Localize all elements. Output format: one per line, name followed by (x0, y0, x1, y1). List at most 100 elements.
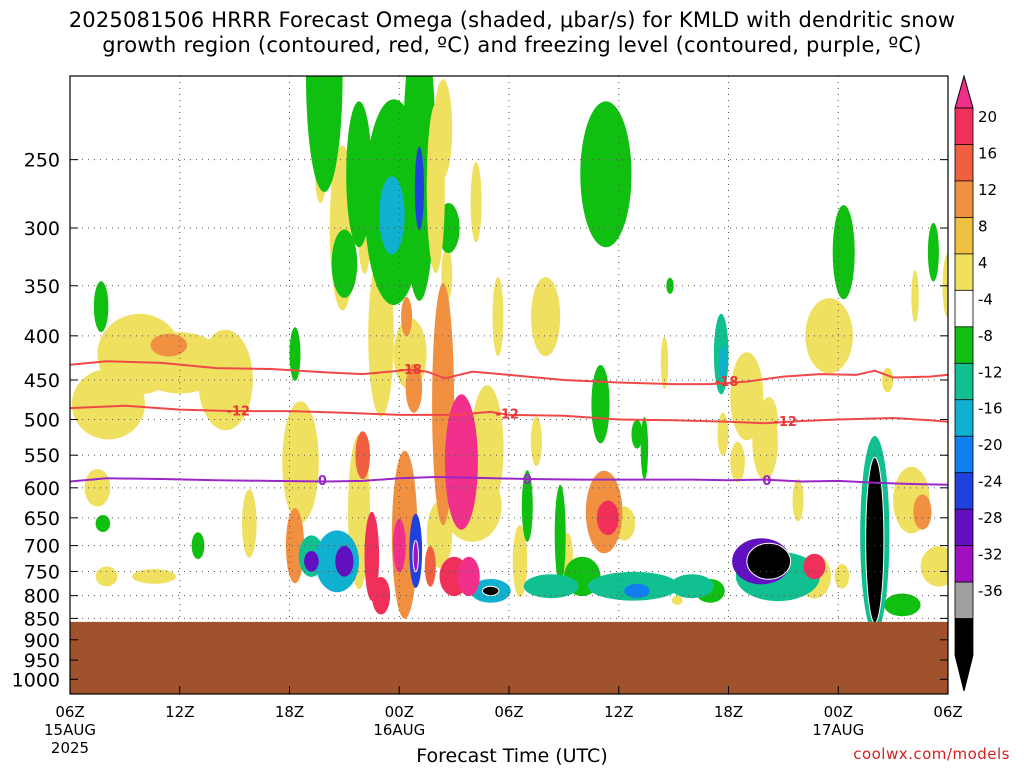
contour-line-0 (70, 475, 948, 486)
colorbar-label: -16 (978, 400, 1003, 418)
colorbar-segment (954, 107, 974, 146)
colorbar-segment (954, 545, 974, 583)
omega-cell (792, 478, 804, 522)
contour-label: 0 (318, 474, 327, 489)
omega-cell (512, 525, 528, 598)
colorbar-segment (954, 472, 974, 511)
contour-label: -12 (773, 415, 797, 430)
colorbar-label: -36 (978, 582, 1003, 600)
x-tick-label: 06Z (933, 703, 962, 721)
omega-cell (759, 397, 778, 442)
x-tick-label: 12Z (165, 703, 194, 721)
omega-cell (803, 553, 826, 580)
omega-cell (282, 401, 319, 523)
omega-cell (920, 546, 948, 587)
omega-cell (470, 161, 482, 243)
contour-layer: -18 -18 -12 -12 -12 0 0 0 (70, 360, 948, 489)
omega-cell (913, 494, 932, 530)
colorbar-segment (954, 289, 974, 328)
x-tick-label: 00Z (385, 703, 414, 721)
colorbar-label: 20 (978, 108, 997, 126)
omega-cell (444, 394, 478, 530)
colorbar-segment (954, 362, 974, 401)
y-axis-ticks: 2503003504004505005506006507007508008509… (12, 150, 948, 691)
x-tick-year-label: 2025 (51, 739, 89, 757)
omega-cell (424, 546, 436, 587)
omega-cell (132, 569, 177, 584)
colorbar-bottom-arrow (954, 654, 974, 692)
y-tick-label: 1000 (12, 669, 60, 691)
omega-cell (719, 345, 727, 381)
omega-cell (624, 583, 650, 599)
omega-cell (412, 540, 419, 573)
omega-cell (884, 593, 921, 617)
omega-cell (95, 515, 111, 532)
omega-cell (882, 367, 894, 393)
x-tick-label: 18Z (714, 703, 743, 721)
contour-label: -12 (227, 404, 251, 419)
y-tick-label: 300 (24, 218, 60, 240)
y-tick-label: 550 (24, 445, 60, 467)
y-tick-label: 450 (24, 370, 60, 392)
contour-label: -12 (495, 407, 519, 422)
omega-cell (457, 556, 480, 597)
omega-cell (492, 277, 504, 357)
colorbar-label: -24 (978, 473, 1003, 491)
colorbar-label: -32 (978, 546, 1003, 564)
omega-cell (834, 564, 850, 589)
omega-cell (306, 76, 343, 192)
colorbar-label: -4 (978, 290, 993, 308)
omega-cell (580, 101, 632, 248)
omega-cell (379, 176, 405, 255)
x-tick-label: 12Z (604, 703, 633, 721)
contour-line--18 (70, 360, 948, 386)
omega-cell (554, 484, 566, 585)
colorbar-label: -8 (978, 327, 993, 345)
colorbar-segment (954, 618, 974, 656)
omega-cell (335, 545, 354, 577)
omega-cell (591, 365, 610, 444)
colorbar-segment (954, 399, 974, 438)
colorbar-segment (954, 326, 974, 365)
omega-cell (832, 205, 855, 300)
y-tick-label: 600 (24, 478, 60, 500)
colorbar-segment (954, 216, 974, 255)
x-axis-label: Forecast Time (UTC) (416, 745, 608, 767)
omega-cell (670, 574, 714, 599)
contour-line--12 (70, 404, 948, 425)
contour-label: -18 (398, 363, 422, 378)
y-tick-label: 350 (24, 276, 60, 298)
colorbar-segment (954, 180, 974, 219)
omega-cell (285, 507, 305, 584)
chart-title-line2: growth region (contoured, red, ºC) and f… (102, 33, 922, 57)
contour-label: 0 (523, 473, 532, 488)
chart-title-line1: 2025081506 HRRR Forecast Omega (shaded, … (68, 8, 956, 32)
omega-cell (911, 270, 919, 323)
omega-cell (640, 417, 649, 480)
y-tick-label: 500 (24, 410, 60, 432)
colorbar-segment (954, 435, 974, 474)
omega-cell (364, 511, 380, 601)
colorbar-segment (954, 144, 974, 182)
omega-cell (805, 298, 853, 374)
omega-cell (401, 296, 413, 337)
omega-cell (371, 576, 391, 615)
omega-cell (304, 551, 319, 572)
colorbar-label: 8 (978, 217, 988, 235)
site-credit[interactable]: coolwx.com/models (853, 745, 1010, 763)
omega-cell (660, 336, 669, 390)
omega-cell (426, 103, 445, 274)
omega-cell (331, 229, 358, 298)
colorbar-label: -20 (978, 436, 1003, 454)
omega-cell (717, 412, 729, 456)
omega-cell (482, 585, 500, 597)
omega-cell (746, 542, 792, 580)
x-tick-date-label: 15AUG (44, 721, 96, 739)
colorbar-segment (954, 508, 974, 547)
contour-label: 0 (762, 474, 771, 489)
colorbar-top-arrow (954, 74, 974, 109)
colorbar: 20 16 12 8 4 -4 -8 -12 -16 -20 -24 -28 -32 -36 (954, 74, 1003, 692)
y-tick-label: 700 (24, 536, 60, 558)
omega-cell (470, 385, 504, 512)
